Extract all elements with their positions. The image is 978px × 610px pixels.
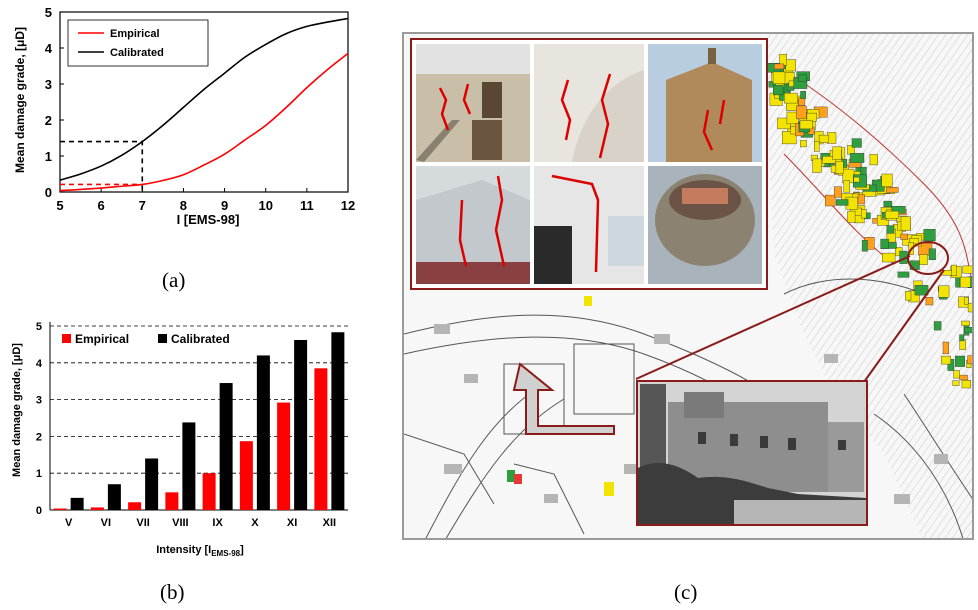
bar-chart: Mean damage grade, [μD] Intensity [IEMS-… bbox=[11, 321, 348, 558]
x-axis-label: I [EMS-98] bbox=[177, 212, 240, 227]
legend: Empirical Calibrated bbox=[67, 19, 209, 67]
y-tick-label: 2 bbox=[36, 431, 42, 443]
legend-swatch bbox=[158, 334, 167, 343]
crack-photos bbox=[416, 44, 762, 284]
y-tick-label: 3 bbox=[36, 395, 42, 407]
photo-5 bbox=[534, 166, 644, 284]
legend-label: Empirical bbox=[110, 28, 160, 40]
bar-empirical bbox=[128, 502, 142, 510]
x-tick-label: VII bbox=[136, 517, 149, 529]
y-tick-label: 1 bbox=[36, 468, 42, 480]
building-photo-image bbox=[638, 382, 866, 524]
arrow-icon bbox=[512, 362, 615, 435]
bar-calibrated bbox=[182, 422, 196, 510]
x-label-end: ] bbox=[240, 544, 244, 556]
building-blocks bbox=[765, 54, 972, 389]
bar-empirical bbox=[53, 508, 67, 510]
bar-calibrated bbox=[331, 332, 345, 510]
x-label-main: Intensity [I bbox=[156, 544, 211, 556]
x-tick-label: 12 bbox=[341, 198, 355, 213]
y-tick-label: 0 bbox=[45, 185, 52, 200]
photo-4 bbox=[416, 166, 530, 284]
legend-label: Calibrated bbox=[110, 47, 164, 59]
x-axis-label: Intensity [IEMS-98] bbox=[156, 544, 244, 558]
y-tick-label: 5 bbox=[36, 321, 42, 333]
photo-2 bbox=[534, 44, 644, 162]
x-tick-label: 8 bbox=[180, 198, 187, 213]
plot-frame bbox=[59, 11, 349, 193]
y-tick-label: 0 bbox=[36, 505, 42, 517]
caption-c: (c) bbox=[674, 580, 698, 604]
bar-empirical bbox=[314, 368, 328, 510]
bar-calibrated bbox=[256, 355, 270, 510]
x-tick-label: V bbox=[65, 517, 73, 529]
legend: Empirical Calibrated bbox=[56, 328, 244, 350]
photo-3 bbox=[648, 44, 762, 162]
photo-mosaic bbox=[410, 38, 768, 290]
y-tick-label: 2 bbox=[45, 113, 52, 128]
x-label-subscript: EMS-98 bbox=[211, 549, 240, 558]
bar-calibrated bbox=[107, 484, 121, 510]
y-tick-label: 4 bbox=[45, 41, 53, 56]
x-tick-label: 10 bbox=[258, 198, 272, 213]
x-tick-label: 11 bbox=[300, 198, 314, 213]
bar-empirical bbox=[239, 441, 253, 510]
line-chart: Mean damage grade, [μD] I [EMS-98] Empir… bbox=[13, 5, 355, 227]
x-tick-label: XI bbox=[287, 517, 297, 529]
y-tick-label: 4 bbox=[36, 358, 43, 370]
building-photo bbox=[636, 380, 868, 526]
highlight-circle bbox=[907, 241, 949, 275]
y-axis-label: Mean damage grade, [μD] bbox=[11, 343, 23, 477]
bar-empirical bbox=[277, 402, 291, 510]
photo-1 bbox=[416, 44, 530, 162]
legend-swatch bbox=[62, 334, 71, 343]
x-tick-label: 9 bbox=[221, 198, 228, 213]
x-tick-label: 7 bbox=[139, 198, 146, 213]
x-tick-label: XII bbox=[323, 517, 336, 529]
series-line-calibrated bbox=[59, 17, 349, 181]
caption-a: (a) bbox=[162, 268, 186, 292]
x-tick-label: 5 bbox=[56, 198, 63, 213]
photo-6 bbox=[648, 166, 762, 284]
y-axis-label: Mean damage grade, [μD] bbox=[13, 27, 27, 173]
bar-calibrated bbox=[294, 339, 308, 510]
bar-empirical bbox=[90, 507, 104, 510]
legend-label: Empirical bbox=[75, 332, 129, 346]
x-tick-label: VIII bbox=[172, 517, 189, 529]
bar-empirical bbox=[165, 492, 179, 510]
bar-calibrated bbox=[219, 383, 233, 510]
legend-label: Calibrated bbox=[171, 332, 230, 346]
bar-calibrated bbox=[70, 497, 84, 510]
map-panel bbox=[402, 32, 974, 540]
x-tick-label: IX bbox=[212, 517, 223, 529]
legend-box bbox=[56, 328, 244, 350]
bar-calibrated bbox=[145, 458, 159, 510]
series-line-empirical bbox=[59, 52, 349, 192]
y-tick-label: 5 bbox=[45, 5, 52, 20]
y-tick-label: 3 bbox=[45, 77, 52, 92]
x-tick-label: VI bbox=[101, 517, 111, 529]
x-tick-label: X bbox=[251, 517, 259, 529]
caption-b: (b) bbox=[160, 580, 185, 604]
y-tick-label: 1 bbox=[45, 149, 52, 164]
x-tick-label: 6 bbox=[98, 198, 105, 213]
bar-empirical bbox=[202, 473, 216, 510]
